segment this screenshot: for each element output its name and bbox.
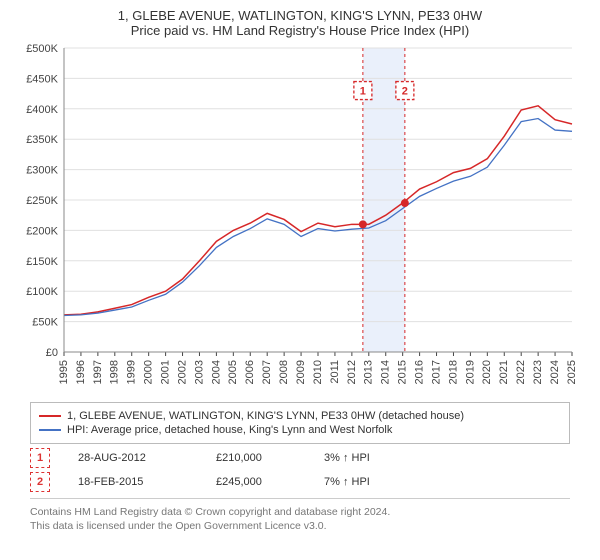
chart-title-block: 1, GLEBE AVENUE, WATLINGTON, KING'S LYNN… — [0, 0, 600, 42]
svg-text:2024: 2024 — [549, 360, 561, 384]
svg-text:2021: 2021 — [498, 360, 510, 384]
svg-text:£250K: £250K — [26, 195, 58, 207]
svg-text:£350K: £350K — [26, 134, 58, 146]
svg-text:2014: 2014 — [380, 360, 392, 384]
legend-swatch — [39, 429, 61, 431]
svg-text:2002: 2002 — [176, 360, 188, 384]
event-row: 2 18-FEB-2015 £245,000 7% ↑ HPI — [30, 472, 570, 492]
svg-text:£200K: £200K — [26, 225, 58, 237]
svg-text:2015: 2015 — [397, 360, 409, 384]
svg-text:£300K: £300K — [26, 165, 58, 177]
chart-title-address: 1, GLEBE AVENUE, WATLINGTON, KING'S LYNN… — [0, 8, 600, 23]
svg-text:1996: 1996 — [75, 360, 87, 384]
footnote: Contains HM Land Registry data © Crown c… — [30, 498, 570, 533]
event-price: £210,000 — [216, 452, 296, 464]
event-delta-hpi: 3% ↑ HPI — [324, 452, 414, 464]
svg-text:2: 2 — [402, 86, 408, 98]
events-table: 1 28-AUG-2012 £210,000 3% ↑ HPI 2 18-FEB-2015… — [30, 448, 570, 492]
chart-subtitle: Price paid vs. HM Land Registry's House … — [0, 23, 600, 38]
event-marker-id: 1 — [30, 448, 50, 468]
svg-text:2003: 2003 — [193, 360, 205, 384]
event-date: 28-AUG-2012 — [78, 452, 188, 464]
svg-text:2004: 2004 — [210, 360, 222, 384]
svg-text:1997: 1997 — [92, 360, 104, 384]
event-marker-id: 2 — [30, 472, 50, 492]
svg-text:£500K: £500K — [26, 43, 58, 55]
svg-text:2022: 2022 — [515, 360, 527, 384]
chart: £0 £50K £100K £150K £200K £250K £300K £350K £400… — [18, 42, 582, 394]
svg-text:2016: 2016 — [414, 360, 426, 384]
svg-text:1: 1 — [360, 86, 366, 98]
svg-text:2011: 2011 — [329, 360, 341, 384]
svg-text:2000: 2000 — [143, 360, 155, 384]
legend: 1, GLEBE AVENUE, WATLINGTON, KING'S LYNN… — [30, 402, 570, 444]
svg-text:2001: 2001 — [160, 360, 172, 384]
svg-text:2017: 2017 — [430, 360, 442, 384]
svg-text:£400K: £400K — [26, 104, 58, 116]
svg-text:2020: 2020 — [481, 360, 493, 384]
svg-text:2009: 2009 — [295, 360, 307, 384]
event-row: 1 28-AUG-2012 £210,000 3% ↑ HPI — [30, 448, 570, 468]
legend-row: HPI: Average price, detached house, King… — [39, 424, 561, 436]
legend-text: HPI: Average price, detached house, King… — [67, 424, 392, 436]
svg-text:£0: £0 — [46, 347, 58, 359]
svg-text:£50K: £50K — [32, 317, 58, 329]
footnote-line-1: Contains HM Land Registry data © Crown c… — [30, 505, 570, 519]
svg-text:2010: 2010 — [312, 360, 324, 384]
event-price: £245,000 — [216, 476, 296, 488]
svg-text:2008: 2008 — [278, 360, 290, 384]
svg-text:2019: 2019 — [464, 360, 476, 384]
svg-text:2005: 2005 — [227, 360, 239, 384]
svg-text:2012: 2012 — [346, 360, 358, 384]
svg-text:2006: 2006 — [244, 360, 256, 384]
legend-text: 1, GLEBE AVENUE, WATLINGTON, KING'S LYNN… — [67, 410, 464, 422]
legend-swatch — [39, 415, 61, 417]
svg-text:£100K: £100K — [26, 286, 58, 298]
svg-text:£150K: £150K — [26, 256, 58, 268]
svg-text:1999: 1999 — [126, 360, 138, 384]
event-delta-hpi: 7% ↑ HPI — [324, 476, 414, 488]
svg-text:1998: 1998 — [109, 360, 121, 384]
svg-text:2025: 2025 — [566, 360, 578, 384]
event-date: 18-FEB-2015 — [78, 476, 188, 488]
svg-text:2007: 2007 — [261, 360, 273, 384]
legend-row: 1, GLEBE AVENUE, WATLINGTON, KING'S LYNN… — [39, 410, 561, 422]
svg-text:2023: 2023 — [532, 360, 544, 384]
svg-text:1995: 1995 — [58, 360, 70, 384]
svg-text:2013: 2013 — [363, 360, 375, 384]
svg-text:2018: 2018 — [447, 360, 459, 384]
footnote-line-2: This data is licensed under the Open Gov… — [30, 519, 570, 533]
svg-text:£450K: £450K — [26, 73, 58, 85]
